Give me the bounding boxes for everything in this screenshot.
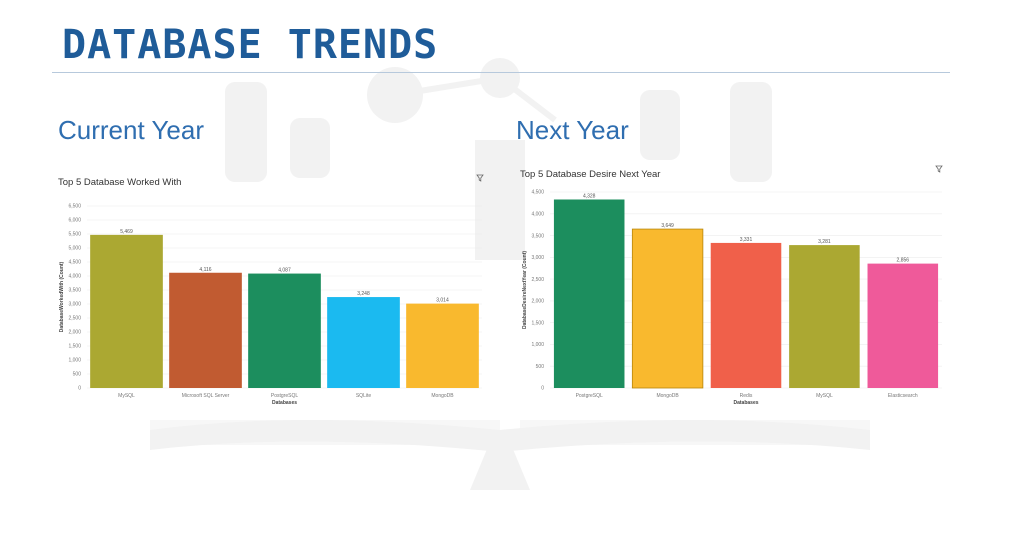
next-bar-elasticsearch[interactable] [867,263,939,388]
next-y-tick-label: 4,000 [531,211,544,217]
current-y-tick-label: 4,500 [68,260,81,266]
current-y-tick-label: 4,000 [68,274,81,280]
current-value-label: 4,116 [199,267,211,273]
next-bar-mysql[interactable] [789,245,860,388]
current-y-axis-label: DatabaseWorkedWith (Count) [59,261,65,332]
current-x-axis-label: Databases [272,400,297,406]
next-y-tick-label: 1,500 [531,320,544,326]
next-y-tick-label: 3,000 [531,255,544,261]
next-y-tick-label: 0 [541,386,544,392]
current-year-heading: Current Year [58,115,204,145]
current-chart-title: Top 5 Database Worked With [58,177,181,188]
current-y-tick-label: 5,000 [68,246,81,252]
current-y-tick-label: 1,500 [68,344,81,350]
current-y-tick-label: 2,500 [68,316,81,322]
next-year-heading: Next Year [516,115,629,145]
next-value-label: 2,856 [897,258,910,264]
current-value-label: 3,014 [436,298,449,304]
current-y-tick-label: 2,000 [68,330,81,336]
next-value-label: 3,331 [740,237,753,243]
next-chart-title: Top 5 Database Desire Next Year [520,169,660,180]
next-x-tick-label: PostgreSQL [576,393,603,399]
next-x-tick-label: MySQL [816,393,833,399]
next-year-bar-chart: Top 5 Database Desire Next Year 0 500 1,000… [520,165,943,406]
current-value-label: 4,087 [278,268,291,274]
current-x-tick-label: MongoDB [431,393,454,399]
current-bar-microsoft-sql-server[interactable] [169,272,242,388]
current-year-bar-chart: Top 5 Database Worked With 0 500 1,000 1,500… [58,174,484,406]
next-x-axis-label: Databases [733,400,758,406]
next-bar-mongodb[interactable] [631,228,704,389]
current-x-tick-label: Microsoft SQL Server [182,393,230,399]
current-value-label: 5,469 [120,229,133,235]
next-y-tick-label: 2,500 [531,277,544,283]
next-y-tick-label: 2,000 [531,299,544,305]
current-bar-mongodb[interactable] [406,303,479,388]
next-bar-redis[interactable] [710,242,782,388]
current-bar-mysql[interactable] [90,234,163,388]
current-x-tick-label: MySQL [118,393,135,399]
next-value-label: 4,328 [583,193,596,199]
next-year-chart-panel: Top 5 Database Desire Next Year 0 500 1,000… [515,162,950,412]
slide-title: DATABASE TRENDS [62,22,439,68]
next-value-label: 3,281 [818,239,831,245]
current-y-tick-label: 6,500 [68,204,81,210]
current-y-tick-label: 6,000 [68,218,81,224]
current-y-tick-label: 3,500 [68,288,81,294]
next-y-tick-label: 3,500 [531,233,544,239]
next-bar-postgresql[interactable] [553,199,625,388]
next-filter-icon[interactable] [935,165,943,173]
current-x-tick-label: PostgreSQL [271,393,298,399]
current-y-tick-label: 0 [78,386,81,392]
next-x-tick-label: MongoDB [656,393,679,399]
current-filter-icon[interactable] [476,174,484,182]
current-bar-sqlite[interactable] [327,297,400,388]
next-y-tick-label: 500 [536,364,545,370]
next-y-tick-label: 4,500 [531,190,544,196]
current-y-tick-label: 500 [73,372,82,378]
current-value-label: 3,248 [357,291,370,297]
next-value-label: 3,649 [661,223,674,229]
current-x-tick-label: SQLite [356,393,372,399]
current-year-chart-panel: Top 5 Database Worked With 0 500 1,000 1,500… [55,168,487,413]
next-y-axis-label: DatabaseDesireNextYear (Count) [522,251,528,329]
current-y-tick-label: 1,000 [68,358,81,364]
title-divider [52,72,950,73]
current-y-tick-label: 3,000 [68,302,81,308]
current-y-tick-label: 5,500 [68,232,81,238]
current-bar-postgresql[interactable] [248,273,321,388]
next-y-tick-label: 1,000 [531,342,544,348]
next-x-tick-label: Redis [740,393,753,399]
next-x-tick-label: Elasticsearch [888,393,918,399]
